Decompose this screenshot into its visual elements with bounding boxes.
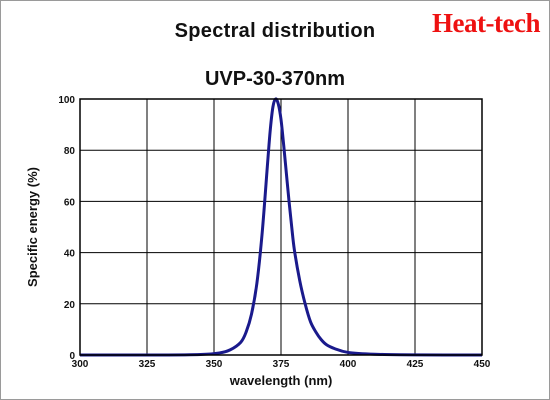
y-tick-label: 60 (64, 197, 76, 208)
y-tick-label: 100 (58, 95, 75, 106)
y-axis-label: Specific energy (%) (25, 167, 40, 287)
y-tick-label: 40 (64, 249, 76, 260)
chart-title: Spectral distribution (174, 20, 376, 42)
x-tick-label: 450 (474, 359, 491, 370)
tick-labels: 300 325 350 375 400 425 450 0 20 40 60 80 100 (58, 95, 490, 370)
x-tick-label: 300 (72, 359, 89, 370)
plot-border (79, 98, 483, 356)
x-tick-label: 425 (407, 359, 424, 370)
chart-subtitle: UVP-30-370nm (204, 68, 346, 90)
x-tick-label: 350 (206, 359, 223, 370)
x-tick-label: 400 (340, 359, 357, 370)
series-line (80, 97, 483, 357)
grid (79, 98, 483, 356)
brand-logo: Heat-tech (432, 8, 540, 38)
x-axis-label: wavelength (nm) (229, 373, 333, 388)
y-tick-label: 80 (64, 146, 76, 157)
x-tick-label: 375 (273, 359, 290, 370)
y-tick-label: 0 (69, 351, 75, 362)
y-tick-label: 20 (64, 300, 76, 311)
x-tick-label: 325 (139, 359, 156, 370)
